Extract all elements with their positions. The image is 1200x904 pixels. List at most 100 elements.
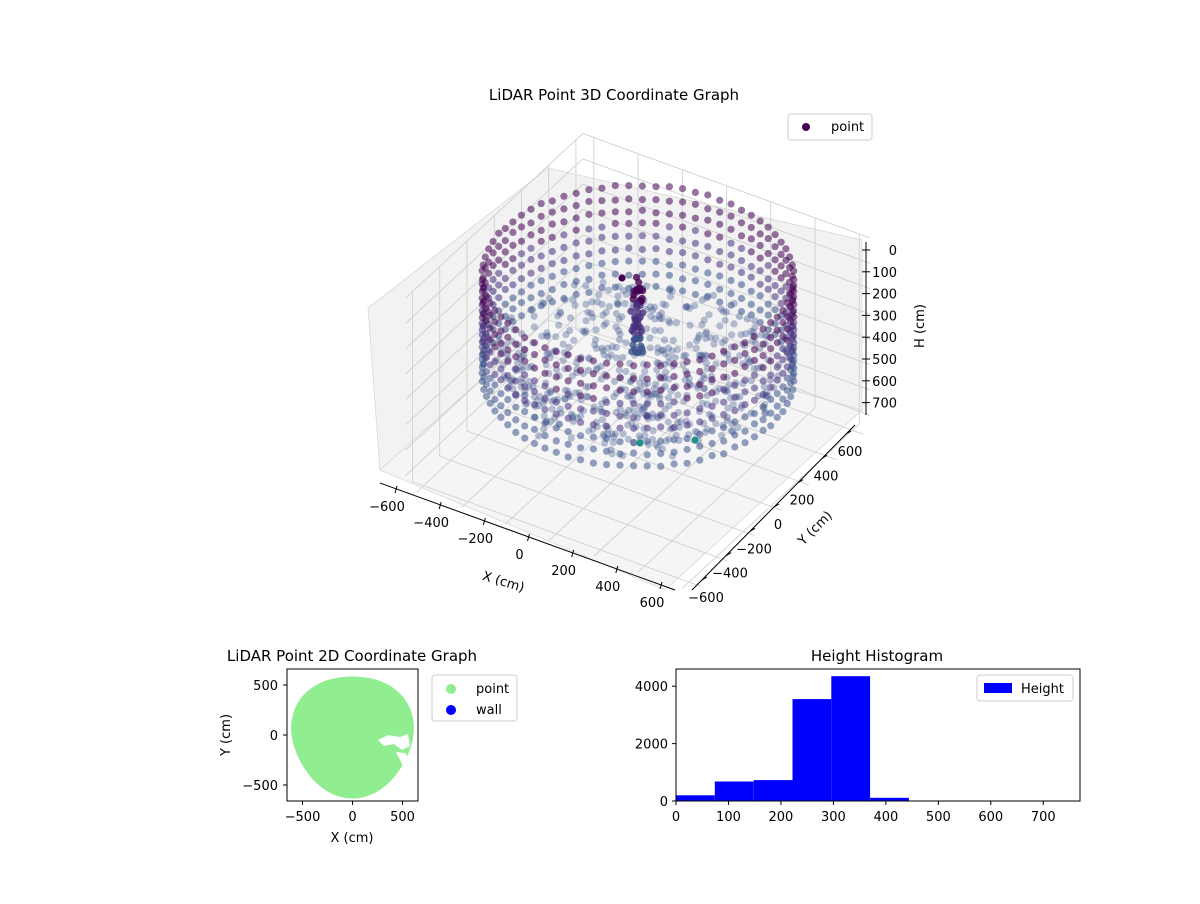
chart-3d-point [790, 267, 797, 274]
chart-3d-point [560, 341, 567, 348]
chart-3d-point [696, 381, 703, 388]
chart-3d-point [741, 377, 748, 384]
chart-3d-point [630, 388, 637, 395]
histogram-x-tick-label: 0 [672, 810, 680, 825]
chart-3d-point [531, 440, 538, 447]
chart-3d-point [553, 361, 560, 368]
chart-2d-y-tick-label: −500 [242, 779, 278, 794]
chart-3d-point [616, 360, 623, 367]
chart-3d-point [727, 200, 734, 207]
chart-3d-point [531, 365, 538, 372]
chart-3d-point [731, 382, 738, 389]
chart-3d-point [751, 397, 758, 404]
chart-3d-point [577, 444, 584, 451]
chart-3d-point [538, 213, 545, 220]
chart-3d-point [751, 384, 758, 391]
chart-3d-point [772, 256, 779, 263]
chart-3d-point [483, 293, 490, 300]
chart-3d-point [671, 360, 678, 367]
chart-3d-point [720, 348, 727, 355]
chart-3d-point [512, 365, 519, 372]
chart-3d-point [741, 439, 748, 446]
chart-3d-point [671, 384, 678, 391]
chart-3d-point [585, 225, 592, 232]
chart-3d-point [531, 414, 538, 421]
chart-3d-point [491, 318, 498, 325]
chart-3d-point [603, 384, 610, 391]
chart-3d-point [727, 240, 734, 247]
histogram-x-tick-label: 200 [769, 810, 794, 825]
chart-3d-point [614, 301, 621, 308]
chart-3d-point [582, 282, 589, 289]
chart-3d-point [502, 301, 509, 308]
chart-3d-point [527, 206, 534, 213]
chart-3d-point [665, 418, 672, 425]
chart-3d-y-tick-label: −200 [736, 542, 772, 557]
chart-3d-point [504, 396, 511, 403]
chart-3d-point [757, 292, 764, 299]
chart-3d-point [765, 262, 772, 269]
chart-3d-point [560, 244, 567, 251]
chart-3d-point [767, 358, 774, 365]
chart-3d-point [652, 209, 659, 216]
chart-3d-point [730, 401, 737, 408]
chart-3d-point [716, 322, 723, 329]
chart-3d-point [696, 418, 703, 425]
chart-3d-point [591, 341, 598, 348]
chart-3d-point [765, 301, 772, 308]
chart-3d-point [630, 375, 637, 382]
chart-3d-point [565, 415, 572, 422]
chart-3d-point [772, 243, 779, 250]
chart-3d-point [616, 387, 623, 394]
chart-3d-point [598, 197, 605, 204]
chart-3d-point [512, 404, 519, 411]
chart-3d-point [779, 333, 786, 340]
chart-3d-point [760, 352, 767, 359]
chart-3d-point [760, 341, 767, 348]
chart-3d-point [741, 428, 748, 435]
chart-3d-point [684, 358, 691, 365]
chart-3d-point [554, 312, 561, 319]
chart-3d-point [741, 401, 748, 408]
chart-3d-point [521, 422, 528, 429]
chart-3d-point [692, 291, 699, 298]
chart-3d-point [549, 260, 556, 267]
chart-3d-point [630, 449, 637, 456]
chart-3d-point [491, 407, 498, 414]
chart-3d-point [657, 374, 664, 381]
chart-3d-point [491, 381, 498, 388]
chart-3d-point [709, 353, 716, 360]
chart-3d-point [573, 239, 580, 246]
chart-3d-point [622, 368, 629, 375]
chart-3d-point [497, 313, 504, 320]
chart-3d-point [779, 307, 786, 314]
chart-3d-point [541, 370, 548, 377]
chart-3d-point [598, 185, 605, 192]
chart-3d-point [666, 183, 673, 190]
chart-3d-point [657, 438, 664, 445]
chart-3d-point [531, 313, 538, 320]
chart-3d-point [787, 356, 794, 363]
histogram-bar [715, 782, 754, 802]
chart-3d-point [731, 443, 738, 450]
chart-3d-point [541, 344, 548, 351]
chart-3d-point [716, 197, 723, 204]
chart-3d-point [553, 449, 560, 456]
chart-3d-point [787, 393, 794, 400]
chart-3d-point [584, 309, 591, 316]
chart-3d-point [779, 408, 786, 415]
chart-3d-point [666, 248, 673, 255]
chart-3d-point [716, 299, 723, 306]
chart-2d-legend-point-marker [446, 684, 456, 694]
chart-3d-point [779, 370, 786, 377]
chart-3d-point [679, 275, 686, 282]
chart-3d-point [590, 357, 597, 364]
chart-3d-point [639, 219, 646, 226]
chart-3d-point [549, 221, 556, 228]
chart-3d-point [518, 250, 525, 257]
chart-3d-point [491, 396, 498, 403]
chart-3d-point [527, 270, 534, 277]
chart-3d-point [582, 327, 589, 334]
chart-2d-x-tick-label: 0 [348, 810, 356, 825]
